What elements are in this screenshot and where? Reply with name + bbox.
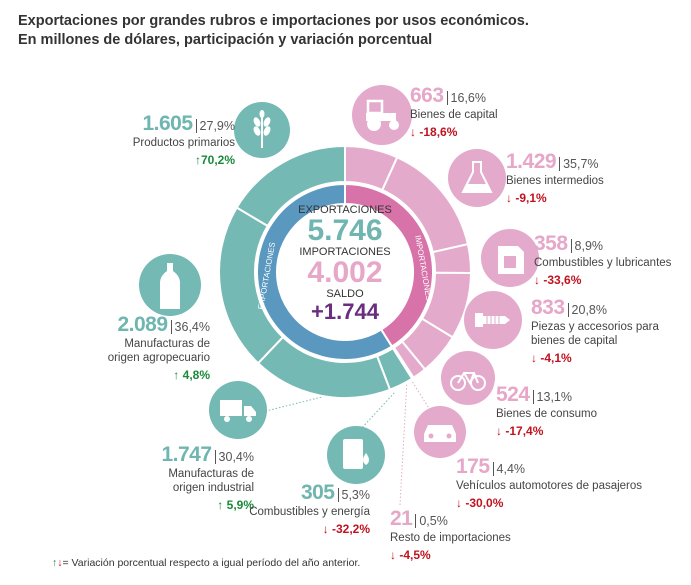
leader-lines [261, 377, 431, 506]
exports-total-value: 5.746 [307, 214, 383, 247]
leader-line [399, 379, 408, 506]
exports-segment [256, 335, 392, 399]
leader-line [261, 394, 331, 413]
label-piezas-accesorios: 833 20,8% Piezas y accesorios para bienes… [531, 296, 659, 365]
label-moa: 2.089 36,4% Manufacturas de origen agrope… [107, 313, 210, 382]
exports-segment [375, 346, 414, 391]
leader-line [409, 377, 431, 411]
label-vehiculos: 175 4,4% Vehículos automotores de pasajer… [456, 455, 643, 510]
label-bienes-capital: 663 16,6% Bienes de capital ↓ -18,6% [410, 84, 498, 139]
exports-total-label: EXPORTACIONES [298, 204, 392, 216]
imports-segment [391, 346, 415, 381]
label-resto-importaciones: 21 0,5% Resto de importaciones ↓ -4,5% [390, 507, 511, 562]
legend-footnote: ↑↓= Variación porcentual respecto a igua… [52, 557, 361, 569]
flask-icon [448, 149, 506, 207]
imports-total-label: IMPORTACIONES [299, 246, 391, 258]
label-moi: 1.747 30,4% Manufacturas de origen indust… [161, 443, 254, 512]
screw-icon [464, 291, 522, 349]
tractor-icon [352, 85, 412, 145]
label-bienes-consumo: 524 13,1% Bienes de consumo ↓ -17,4% [496, 383, 598, 438]
bicycle-icon [441, 351, 495, 405]
chart-title: Exportaciones por grandes rubros e impor… [18, 13, 529, 48]
label-bienes-intermedios: 1.429 35,7% Bienes intermedios ↓ -9,1% [506, 150, 604, 205]
oil-drum-icon [327, 426, 385, 484]
leader-line [359, 391, 396, 431]
bottle-icon [139, 254, 201, 316]
label-combustibles-energia: 305 5,3% Combustibles y energía ↓ -32,2% [249, 481, 370, 536]
balance-value: +1.744 [311, 299, 379, 324]
exports-segment [218, 206, 285, 365]
wheat-icon [234, 102, 290, 158]
label-combustibles-lubricantes: 358 8,9% Combustibles y lubricantes ↓ -33… [534, 232, 672, 287]
imports-total-value: 4.002 [307, 256, 383, 289]
jerrycan-icon [481, 229, 539, 287]
totals-summary: EXPORTACIONES 5.746 IMPORTACIONES 4.002 … [285, 204, 405, 324]
car-icon [414, 406, 466, 458]
label-productos-primarios: 1.605 27,9% Productos primarios ↑70,2% [132, 112, 235, 167]
imports-inner-ring [344, 182, 434, 348]
exports-inner-ring [256, 182, 394, 361]
truck-icon [209, 381, 267, 439]
balance-label: SALDO [326, 288, 364, 300]
